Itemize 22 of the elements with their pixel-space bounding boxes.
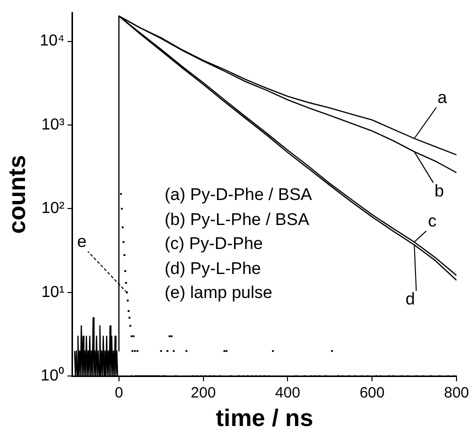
annotation: (d) Py-L-Phe bbox=[164, 258, 262, 280]
annotation: (c) Py-D-Phe bbox=[164, 233, 264, 256]
legend-label: b bbox=[434, 181, 444, 200]
annotation: (b) Py-L-Phe / BSA bbox=[164, 208, 310, 231]
y-tick-label: 10⁰ bbox=[40, 366, 64, 385]
y-tick-label: 10² bbox=[41, 200, 66, 218]
x-tick-label: 400 bbox=[275, 384, 300, 402]
x-tick-label: 0 bbox=[114, 384, 124, 402]
x-tick-label: 600 bbox=[360, 384, 385, 402]
x-tick-label: 200 bbox=[190, 384, 216, 402]
x-axis-title: time / ns bbox=[216, 405, 314, 432]
text: e bbox=[77, 232, 87, 252]
text: a bbox=[438, 88, 448, 108]
text: d bbox=[406, 290, 416, 309]
x-tick-label: 800 bbox=[444, 384, 469, 402]
y-axis-title: counts bbox=[4, 155, 32, 234]
y-tick-label: 10⁴ bbox=[40, 32, 65, 50]
annotation: (a) Py-D-Phe / BSA bbox=[164, 184, 312, 206]
y-tick-label: 10¹ bbox=[41, 284, 64, 301]
y-tick-label: 10³ bbox=[41, 116, 66, 134]
series-label: c bbox=[428, 212, 438, 231]
annotation: (e) lamp pulse bbox=[164, 282, 274, 304]
